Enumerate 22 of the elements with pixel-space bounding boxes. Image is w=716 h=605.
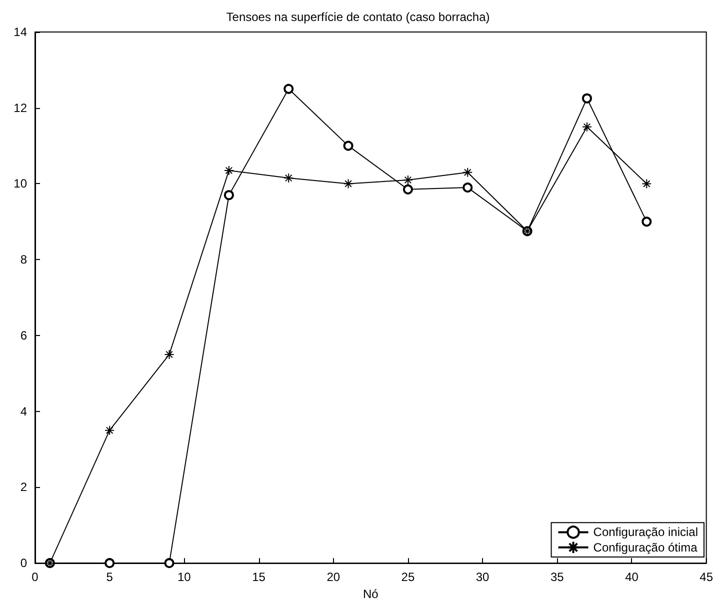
x-tick-label: 15 [252,570,266,584]
y-tick-label: 8 [20,252,28,267]
x-tick-label: 20 [326,570,340,584]
legend-label: Configuração inicial [593,525,698,540]
y-tick-label: 0 [20,556,28,570]
chart-title: Tensoes na superfície de contato (caso borracha) [226,10,490,24]
y-tick-label: 4 [20,404,28,418]
x-tick-label: 25 [401,570,415,584]
x-tick-label: 35 [550,570,564,584]
x-tick-label: 0 [32,570,39,584]
x-axis-title: Nó [362,587,379,601]
y-tick-label: 10 [14,176,28,191]
x-tick-label: 30 [476,570,490,584]
x-tick-label: 10 [178,570,192,584]
y-tick-label: 14 [14,25,28,39]
y-tick-label: 2 [20,480,28,494]
x-tick-label: 45 [700,570,714,584]
legend-label: Configuração ótima [593,540,698,554]
x-tick-label: 40 [625,570,639,584]
y-tick-label: 12 [14,100,28,115]
y-tick-label: 6 [20,328,28,342]
x-tick-label: 5 [106,570,114,584]
